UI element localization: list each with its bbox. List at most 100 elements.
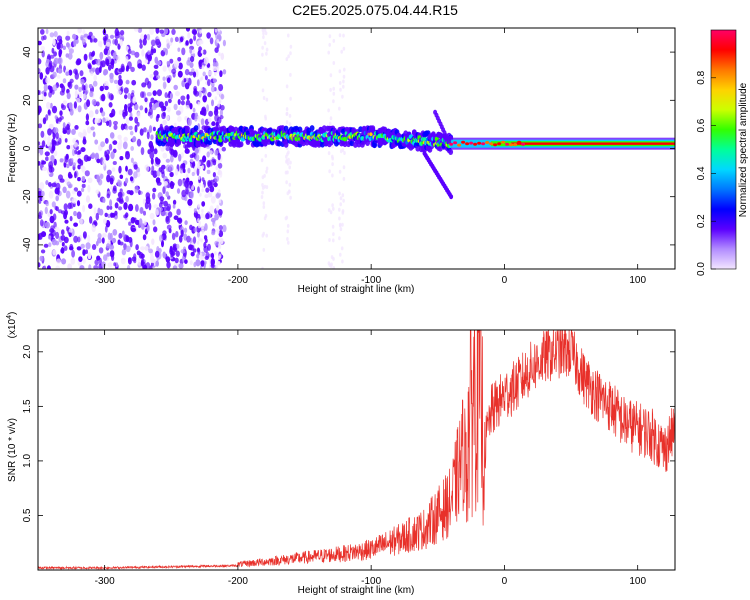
noise-blob — [218, 230, 224, 238]
noise-blob — [341, 259, 344, 264]
noise-blob — [175, 91, 180, 97]
noise-blob — [67, 202, 72, 210]
noise-blob — [204, 223, 208, 231]
noise-blob — [263, 41, 267, 46]
noise-blob — [89, 216, 93, 224]
noise-blob — [92, 131, 96, 138]
noise-blob — [96, 175, 101, 183]
noise-blob — [192, 107, 196, 113]
noise-blob — [79, 265, 85, 269]
noise-blob — [343, 67, 346, 72]
noise-blob — [197, 203, 200, 208]
noise-blob — [177, 57, 182, 62]
noise-blob — [48, 190, 54, 199]
noise-blob — [156, 89, 162, 97]
noise-blob — [102, 117, 106, 123]
noise-blob — [114, 210, 118, 216]
noise-blob — [150, 48, 154, 56]
noise-blob — [166, 203, 172, 211]
noise-blob — [40, 130, 45, 138]
noise-blob — [142, 234, 147, 241]
noise-blob — [119, 39, 123, 47]
noise-blob — [184, 68, 190, 76]
noise-blob — [62, 100, 67, 105]
noise-blob — [38, 198, 42, 204]
noise-blob — [91, 98, 97, 106]
noise-blob — [48, 60, 53, 67]
noise-blob — [338, 81, 342, 85]
noise-blob — [67, 263, 72, 269]
noise-blob — [125, 245, 131, 253]
noise-blob — [220, 104, 225, 111]
noise-blob — [198, 182, 202, 187]
noise-blob — [96, 158, 101, 164]
noise-blob — [52, 38, 56, 46]
noise-blob — [65, 35, 71, 41]
noise-blob — [44, 151, 50, 157]
noise-blob — [50, 225, 55, 230]
noise-blob — [338, 106, 341, 111]
noise-blob — [50, 102, 53, 109]
noise-blob — [47, 109, 51, 115]
noise-blob — [72, 33, 77, 40]
noise-blob — [203, 235, 208, 240]
noise-blob — [146, 131, 150, 140]
noise-blob — [190, 56, 195, 63]
noise-blob — [149, 28, 155, 35]
noise-blob — [105, 41, 111, 47]
noise-blob — [174, 36, 179, 42]
noise-blob — [212, 172, 216, 178]
noise-blob — [285, 107, 289, 112]
noise-blob — [205, 212, 210, 220]
noise-blob — [68, 48, 74, 54]
x-tick-label: 100 — [629, 576, 646, 587]
noise-blob — [55, 206, 59, 212]
noise-blob — [106, 193, 111, 199]
noise-blob — [129, 130, 134, 136]
noise-blob — [63, 245, 68, 251]
noise-blob — [331, 144, 335, 149]
noise-blob — [63, 203, 68, 211]
noise-blob — [260, 195, 264, 199]
noise-blob — [91, 224, 96, 233]
noise-blob — [180, 249, 186, 254]
noise-blob — [338, 216, 341, 221]
noise-blob — [199, 252, 203, 257]
noise-blob — [207, 70, 213, 76]
noise-blob — [86, 99, 91, 107]
noise-blob — [332, 99, 335, 104]
noise-blob — [342, 33, 345, 38]
noise-blob — [56, 258, 61, 264]
noise-blob — [217, 162, 223, 169]
noise-blob — [85, 113, 89, 122]
noise-blob — [327, 50, 331, 55]
noise-blob — [40, 231, 47, 238]
noise-blob — [104, 85, 109, 91]
noise-blob — [55, 240, 60, 246]
noise-blob — [172, 204, 176, 209]
noise-blob — [327, 208, 331, 213]
noise-blob — [93, 207, 97, 216]
noise-blob — [148, 202, 152, 211]
noise-blob — [113, 79, 119, 84]
noise-blob — [156, 170, 161, 177]
x-tick-label: -100 — [361, 275, 381, 286]
noise-blob — [125, 177, 129, 184]
noise-blob — [148, 107, 153, 116]
band-core — [200, 133, 206, 138]
noise-blob — [190, 251, 195, 257]
noise-blob — [46, 140, 50, 147]
noise-blob — [165, 158, 171, 163]
noise-blob — [142, 198, 146, 205]
noise-blob — [262, 205, 266, 209]
noise-blob — [95, 67, 100, 75]
noise-blob — [147, 81, 152, 89]
noise-blob — [211, 81, 215, 88]
noise-blob — [76, 246, 82, 251]
noise-blob — [162, 119, 167, 126]
noise-blob — [144, 58, 149, 64]
noise-blob — [51, 105, 58, 114]
noise-blob — [125, 125, 129, 131]
noise-blob — [155, 28, 160, 34]
noise-blob — [262, 201, 266, 206]
